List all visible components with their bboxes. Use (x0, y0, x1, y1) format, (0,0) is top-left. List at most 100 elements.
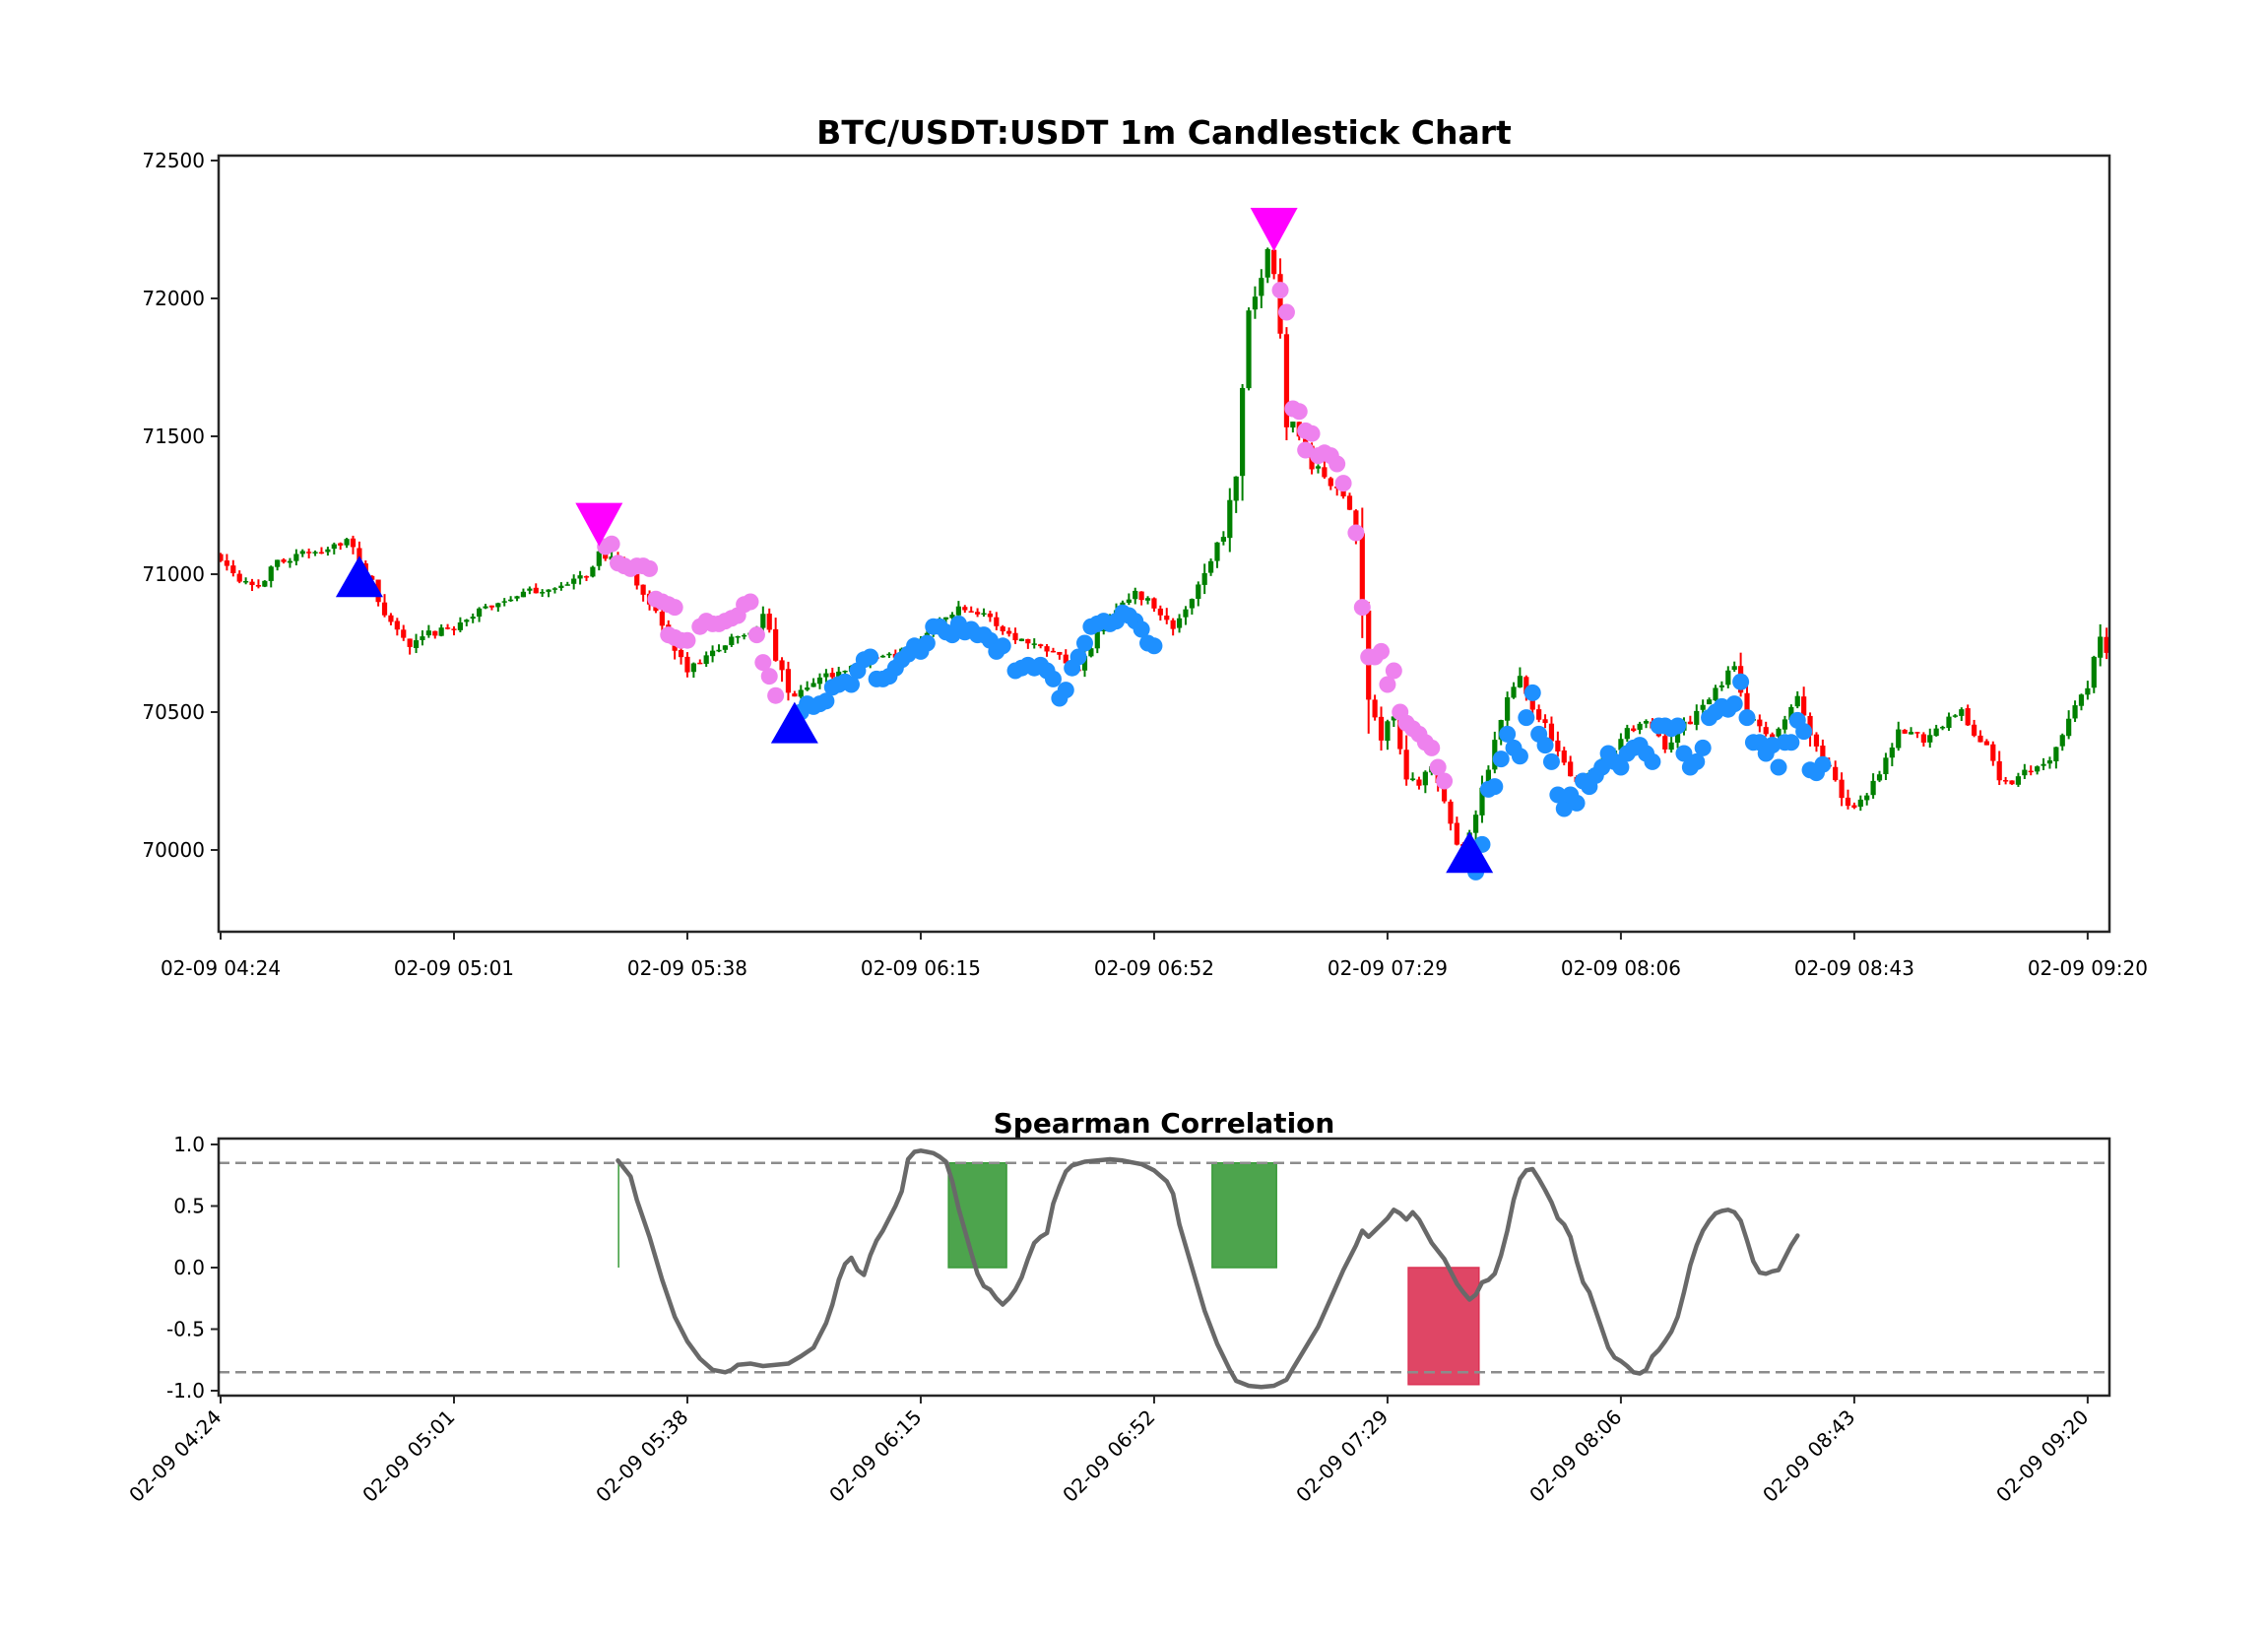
short-signal-dot (747, 626, 765, 644)
candle-down (1322, 459, 1328, 479)
candle-down (338, 542, 344, 551)
candle-up (2078, 693, 2085, 711)
long-signal-dot (1542, 752, 1560, 770)
candle-up (551, 587, 558, 594)
candle-up (1189, 598, 1195, 615)
buy-triangle-up-icon (1446, 831, 1494, 874)
short-signal-dot (1379, 676, 1396, 693)
short-signal-dot (1373, 642, 1391, 660)
candle-down (1170, 618, 1176, 636)
candle-down (2104, 627, 2109, 660)
candle-up (1927, 728, 1933, 749)
long-signal-dot (1612, 758, 1630, 776)
x-tick-label: 02-09 05:01 (394, 956, 514, 980)
candle-down (1542, 714, 1548, 729)
correlation-plot-area: 1.0 0.5 0.0 -0.5 -1.0 02-09 04:24 02-09 05:01… (124, 1133, 2111, 1507)
candle-up (2046, 756, 2053, 769)
long-signal-dot (1518, 709, 1535, 727)
candle-down (230, 559, 236, 577)
candle-up (823, 669, 829, 683)
candle-up (577, 570, 583, 585)
candle-down (1151, 597, 1157, 613)
candle-down (1561, 747, 1567, 766)
y-tick-label: -1.0 (166, 1379, 205, 1403)
short-signal-dot (1385, 662, 1402, 680)
short-signal-dot (1436, 772, 1454, 790)
candle-up (1511, 682, 1517, 699)
candle-up (1094, 630, 1100, 654)
candle-up (2035, 765, 2041, 775)
candle-up (1933, 724, 1939, 737)
candle-up (1782, 715, 1788, 734)
candle-up (590, 565, 596, 578)
candle-down (1555, 731, 1561, 757)
y-tick-label: 72500 (142, 149, 205, 172)
candle-up (2072, 700, 2078, 723)
positive-signal-bar (947, 1162, 1007, 1269)
candle-up (470, 613, 476, 623)
candle-up (1315, 464, 1322, 474)
long-signal-dot (817, 692, 835, 710)
candle-up (1246, 307, 1252, 391)
candle-down (1914, 732, 1920, 739)
candle-up (1725, 666, 1731, 688)
long-signal-dot (1770, 758, 1787, 776)
buy-triangle-up-icon (770, 701, 818, 744)
long-signal-dot (1738, 709, 1756, 727)
candle-up (1794, 690, 1800, 709)
candle-up (709, 645, 716, 663)
candle-down (236, 570, 242, 584)
long-signal-dot (1492, 751, 1510, 768)
candle-down (1631, 725, 1637, 733)
correlation-line (616, 1148, 1800, 1390)
candle-down (987, 611, 994, 622)
long-signal-dot (1732, 673, 1750, 690)
short-signal-dot (641, 559, 659, 577)
short-signal-dot (1271, 282, 1289, 299)
candle-down (1346, 492, 1353, 511)
candle-up (1889, 743, 1895, 766)
candle-down (1006, 627, 1012, 637)
candle-up (1220, 531, 1226, 546)
candle-down (1568, 755, 1574, 777)
correlation-y-axis: 1.0 0.5 0.0 -0.5 -1.0 (166, 1133, 219, 1403)
candle-up (287, 557, 293, 568)
candle-down (785, 661, 792, 701)
candle-up (501, 598, 507, 607)
candle-up (716, 644, 722, 653)
candle-up (742, 633, 747, 640)
candle-up (2085, 681, 2091, 700)
x-tick-label: 02-09 08:43 (1758, 1405, 1859, 1507)
candle-down (1990, 741, 1996, 766)
candle-down (1157, 605, 1163, 621)
short-signal-dot (679, 631, 696, 649)
short-signal-dot (767, 686, 785, 704)
candle-down (306, 548, 312, 558)
candle-up (1031, 638, 1037, 649)
long-signal-dot (1675, 745, 1693, 762)
candle-down (1920, 732, 1926, 747)
long-signal-dot (1568, 794, 1586, 812)
short-signal-dot (1429, 758, 1447, 776)
short-signal-dot (1353, 599, 1371, 617)
candle-up (1409, 772, 1416, 782)
positive-signal-bar (1211, 1162, 1277, 1269)
candle-up (810, 678, 816, 687)
long-signal-dot (862, 648, 879, 666)
candle-down (1833, 760, 1839, 782)
candle-up (312, 550, 318, 556)
candle-up (464, 619, 470, 626)
candle-down (381, 594, 388, 618)
candle-up (508, 596, 514, 603)
candle-down (488, 605, 495, 611)
candle-down (1378, 706, 1385, 751)
candle-up (546, 589, 551, 598)
short-signal-dot (754, 654, 772, 672)
candle-up (1939, 725, 1946, 731)
candle-up (1207, 558, 1214, 576)
candle-up (981, 608, 987, 618)
candle-up (1883, 752, 1889, 781)
main-x-axis: 02-09 04:24 02-09 05:01 02-09 05:38 02-09 0… (161, 932, 2148, 980)
candle-up (520, 588, 527, 598)
main-axes-frame (217, 154, 2111, 934)
